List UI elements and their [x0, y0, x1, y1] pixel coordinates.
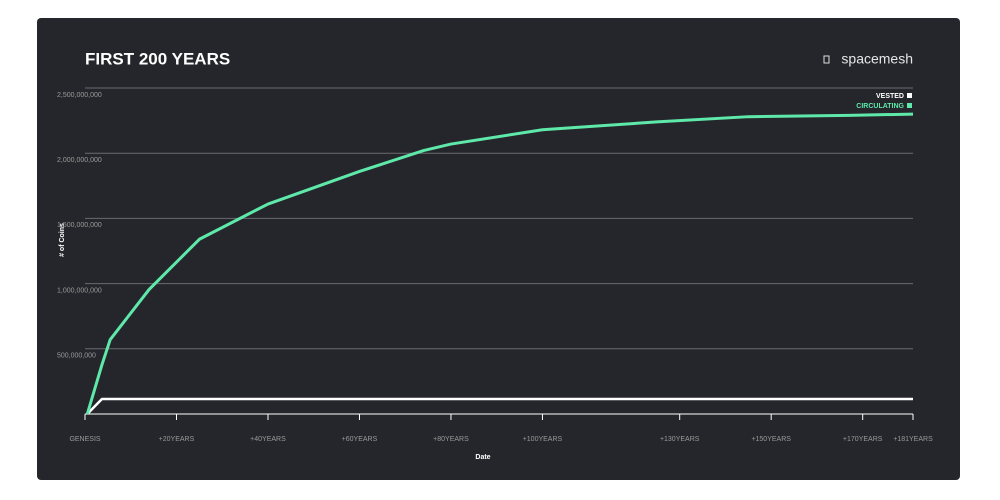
x-tick-label: +40YEARS [250, 436, 286, 443]
legend-label: CIRCULATING [856, 103, 904, 110]
x-axis-label: Date [475, 454, 490, 461]
x-tick-label: +60YEARS [342, 436, 378, 443]
chart-title: FIRST 200 YEARS [85, 49, 230, 68]
x-tick-label: +80YEARS [433, 436, 469, 443]
legend-swatch [907, 103, 912, 108]
y-tick-label: 500,000,000 [57, 353, 96, 360]
logo-icon [823, 55, 830, 64]
y-tick-label: 1,500,000,000 [57, 222, 102, 229]
panel [37, 18, 960, 480]
x-tick-label: +130YEARS [660, 436, 700, 443]
legend-swatch [907, 93, 912, 98]
y-tick-label: 2,000,000,000 [57, 157, 102, 164]
y-axis-label: # of Coins [59, 223, 66, 257]
brand-logo: spacemesh [841, 51, 913, 67]
y-tick-label: 1,000,000,000 [57, 287, 102, 294]
x-tick-label: +150YEARS [751, 436, 791, 443]
legend-label: VESTED [876, 93, 904, 100]
x-tick-label: +181YEARS [893, 436, 933, 443]
x-tick-label: +170YEARS [843, 436, 883, 443]
data-line [86, 397, 913, 415]
x-tick-label: +100YEARS [523, 436, 563, 443]
y-tick-label: 2,500,000,000 [57, 92, 102, 99]
x-tick-label: GENESIS [69, 436, 100, 443]
data-line [85, 112, 914, 415]
x-tick-label: +20YEARS [159, 436, 195, 443]
